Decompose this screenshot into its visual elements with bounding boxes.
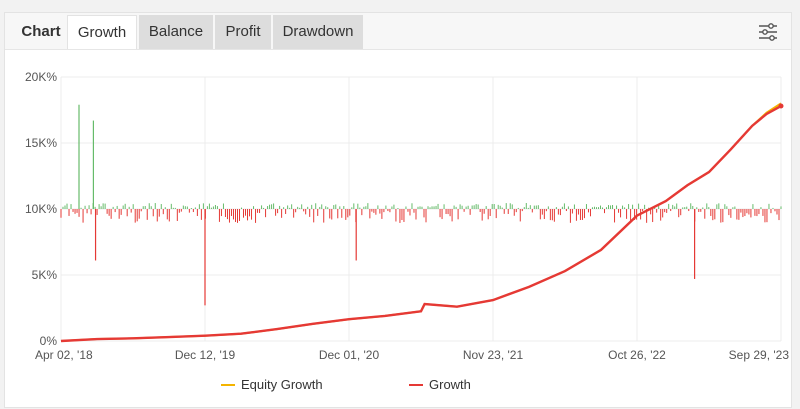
y-tick-label: 0%: [40, 334, 58, 348]
equity-growth-series-line: [60, 102, 782, 342]
chart-legend: Equity Growth Growth: [5, 377, 793, 397]
legend-item-equity-growth[interactable]: Equity Growth: [221, 377, 323, 392]
legend-item-growth[interactable]: Growth: [409, 377, 471, 392]
y-tick-label: 20K%: [25, 70, 57, 84]
y-tick-label: 10K%: [25, 202, 57, 216]
x-tick-label: Sep 29, '23: [729, 348, 790, 362]
growth-chart: 0% 5K% 10K% 15K% 20K% Apr 02, '18 Dec 12, '19 D…: [5, 49, 793, 409]
growth-end-point: [778, 103, 784, 109]
chart-title: Chart: [21, 23, 61, 40]
x-tick-label: Apr 02, '18: [35, 348, 93, 362]
growth-chart-svg: 0% 5K% 10K% 15K% 20K% Apr 02, '18 Dec 12, '19 D…: [25, 70, 790, 362]
y-tick-label: 5K%: [32, 268, 58, 282]
x-tick-label: Oct 26, '22: [608, 348, 666, 362]
tab-profit[interactable]: Profit: [215, 15, 271, 49]
y-tick-label: 15K%: [25, 136, 57, 150]
tab-growth[interactable]: Growth: [67, 15, 137, 49]
x-tick-label: Nov 23, '21: [463, 348, 524, 362]
legend-label-growth: Growth: [429, 377, 471, 392]
growth-chart-panel: Chart Growth Balance Profit Drawdown 0% 5…: [4, 12, 792, 408]
tab-drawdown[interactable]: Drawdown: [273, 15, 363, 49]
legend-swatch-growth: [409, 383, 423, 386]
tab-balance[interactable]: Balance: [139, 15, 213, 49]
x-tick-label: Dec 12, '19: [175, 348, 236, 362]
growth-series-line: [60, 104, 782, 343]
sliders-icon[interactable]: [757, 21, 779, 43]
legend-label-equity: Equity Growth: [241, 377, 323, 392]
x-tick-label: Dec 01, '20: [319, 348, 380, 362]
legend-swatch-equity: [221, 383, 235, 386]
chart-tabbar: Chart Growth Balance Profit Drawdown: [5, 13, 791, 50]
